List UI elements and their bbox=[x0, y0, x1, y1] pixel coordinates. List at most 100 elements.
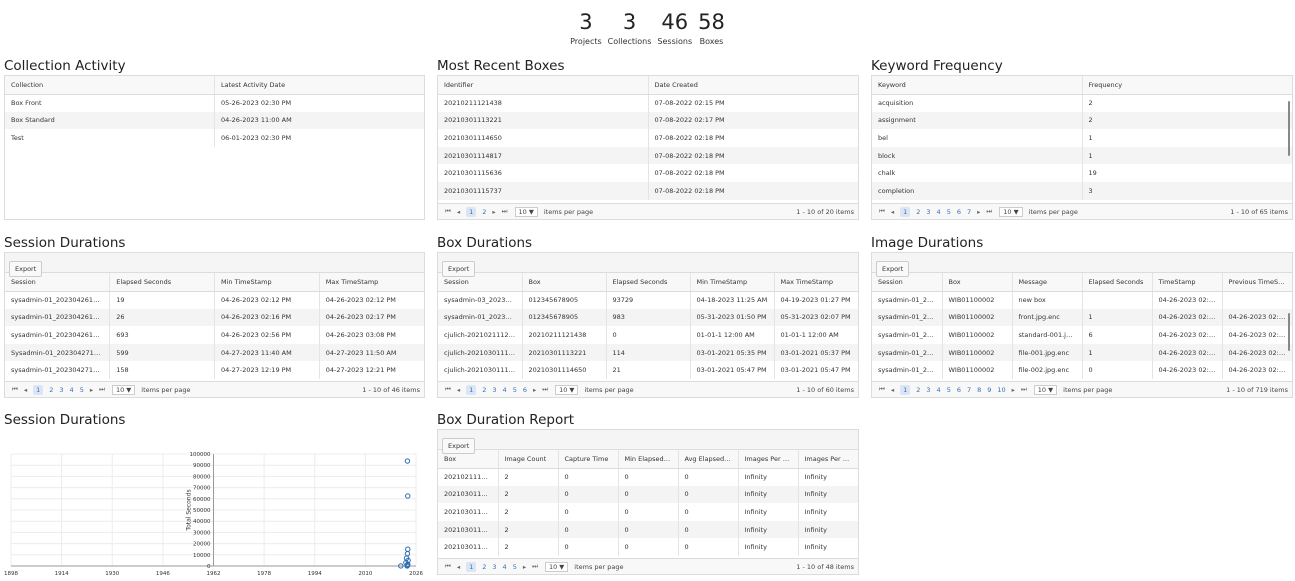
table-row[interactable]: 202103011148... 2 0 0 0 Infinity Infinity bbox=[438, 520, 858, 539]
first-page-icon[interactable]: ⏮ bbox=[12, 385, 18, 393]
table-row[interactable]: 202102111214... 2 0 0 0 Infinity Infinity bbox=[438, 468, 858, 486]
page-size-select[interactable]: 10 ▼ bbox=[1033, 384, 1058, 395]
prev-page-icon[interactable]: ◂ bbox=[23, 385, 28, 394]
column-header[interactable]: Elapsed Seconds bbox=[1081, 273, 1152, 292]
table-row[interactable]: sysadmin-01_202304261456 693 04-26-2023 02… bbox=[5, 326, 424, 344]
column-header[interactable]: Images Per H... bbox=[737, 450, 798, 469]
prev-page-icon[interactable]: ◂ bbox=[456, 385, 461, 394]
next-page-icon[interactable]: ▸ bbox=[492, 207, 496, 216]
page-link[interactable]: 6 bbox=[956, 207, 961, 216]
table-row[interactable]: sysadmin-01_202304261416 26 04-26-2023 02:… bbox=[5, 308, 424, 327]
page-link[interactable]: 3 bbox=[492, 562, 497, 571]
first-page-icon[interactable]: ⏮ bbox=[879, 207, 885, 215]
column-header[interactable]: Box bbox=[941, 273, 1012, 292]
column-header[interactable]: Elapsed Seconds bbox=[605, 273, 690, 292]
page-link[interactable]: 3 bbox=[492, 385, 497, 394]
table-row[interactable]: 20210301114650 07-08-2022 02:18 PM bbox=[438, 129, 858, 147]
column-header[interactable]: Date Created bbox=[647, 76, 858, 95]
page-link[interactable]: 2 bbox=[482, 562, 487, 571]
table-row[interactable]: sysadmin-03_2023041... 012345678905 93729 0… bbox=[438, 291, 858, 309]
page-link[interactable]: 3 bbox=[926, 207, 931, 216]
page-link[interactable]: 8 bbox=[977, 385, 982, 394]
page-size-select[interactable]: 10 ▼ bbox=[555, 384, 579, 395]
page-link[interactable]: 1 bbox=[466, 384, 477, 395]
vertical-scrollbar[interactable] bbox=[1288, 313, 1290, 351]
table-row[interactable]: sysadmin-01_2023053... 012345678905 983 05-… bbox=[438, 308, 858, 327]
table-row[interactable]: cjulich-20210301113136 20210301113221 114 0… bbox=[438, 343, 858, 362]
last-page-icon[interactable]: ⏭ bbox=[99, 385, 105, 393]
last-page-icon[interactable]: ⏭ bbox=[986, 207, 993, 215]
page-link[interactable]: 9 bbox=[987, 385, 992, 394]
prev-page-icon[interactable]: ◂ bbox=[890, 385, 895, 394]
column-header[interactable]: Session bbox=[872, 273, 942, 292]
column-header[interactable]: Min TimeStamp bbox=[214, 273, 320, 292]
column-header[interactable]: Session bbox=[438, 273, 522, 292]
column-header[interactable]: Keyword bbox=[872, 76, 1082, 95]
page-link[interactable]: 2 bbox=[916, 207, 921, 216]
page-link[interactable]: 4 bbox=[69, 385, 74, 394]
first-page-icon[interactable]: ⏮ bbox=[445, 562, 451, 570]
last-page-icon[interactable]: ⏭ bbox=[542, 385, 549, 393]
column-header[interactable]: Collection bbox=[5, 76, 215, 95]
table-row[interactable]: completion 3 bbox=[872, 181, 1292, 200]
table-row[interactable]: sysadmin-01_202... WIB01100002 file-002.jp… bbox=[872, 361, 1292, 379]
table-row[interactable]: 20210301115737 07-08-2022 02:18 PM bbox=[438, 181, 858, 200]
page-link[interactable]: 5 bbox=[512, 385, 517, 394]
page-link[interactable]: 4 bbox=[502, 562, 507, 571]
page-size-select[interactable]: 10 ▼ bbox=[999, 206, 1023, 217]
column-header[interactable]: Max TimeStamp bbox=[318, 273, 424, 292]
next-page-icon[interactable]: ▸ bbox=[522, 562, 527, 571]
table-row[interactable]: sysadmin-01_202... WIB01100002 file-001.jp… bbox=[872, 343, 1292, 362]
table-row[interactable]: 20210301115636 07-08-2022 02:18 PM bbox=[438, 164, 858, 182]
page-link[interactable]: 4 bbox=[936, 385, 941, 394]
table-row[interactable]: bel 1 bbox=[872, 129, 1292, 147]
page-link[interactable]: 4 bbox=[502, 385, 507, 394]
page-link[interactable]: 2 bbox=[482, 385, 487, 394]
page-link[interactable]: 1 bbox=[466, 561, 477, 572]
last-page-icon[interactable]: ⏭ bbox=[1020, 385, 1027, 393]
first-page-icon[interactable]: ⏮ bbox=[879, 385, 885, 393]
page-link[interactable]: 3 bbox=[59, 385, 64, 394]
page-link[interactable]: 1 bbox=[466, 206, 477, 217]
table-row[interactable]: 20210301113221 07-08-2022 02:17 PM bbox=[438, 111, 858, 130]
column-header[interactable]: Images Per M... bbox=[797, 450, 858, 469]
column-header[interactable]: Elapsed Seconds bbox=[109, 273, 215, 292]
export-button[interactable]: Export bbox=[876, 261, 910, 277]
first-page-icon[interactable]: ⏮ bbox=[445, 385, 451, 393]
page-link[interactable]: 2 bbox=[49, 385, 54, 394]
vertical-scrollbar[interactable] bbox=[1288, 101, 1290, 156]
table-row[interactable]: 202103011156... 2 0 0 0 Infinity Infinity bbox=[438, 538, 858, 556]
prev-page-icon[interactable]: ◂ bbox=[456, 562, 461, 571]
column-header[interactable]: Min Elapsed S... bbox=[617, 450, 678, 469]
page-size-select[interactable]: 10 ▼ bbox=[544, 561, 569, 572]
page-link[interactable]: 1 bbox=[33, 384, 44, 395]
page-link[interactable]: 2 bbox=[916, 385, 921, 394]
page-link[interactable]: 1 bbox=[900, 206, 911, 217]
page-link[interactable]: 3 bbox=[926, 385, 931, 394]
next-page-icon[interactable]: ▸ bbox=[532, 385, 537, 394]
page-link[interactable]: 7 bbox=[966, 385, 972, 394]
page-link[interactable]: 10 bbox=[997, 385, 1006, 394]
column-header[interactable]: Identifier bbox=[438, 76, 648, 95]
table-row[interactable]: assignment 2 bbox=[872, 111, 1292, 130]
last-page-icon[interactable]: ⏭ bbox=[501, 207, 508, 215]
table-row[interactable]: Box Standard 04-26-2023 11:00 AM bbox=[5, 111, 424, 130]
column-header[interactable]: Avg Elapsed S... bbox=[677, 450, 738, 469]
page-link[interactable]: 6 bbox=[956, 385, 961, 394]
column-header[interactable]: Min TimeStamp bbox=[689, 273, 774, 292]
table-row[interactable]: Box Front 05-26-2023 02:30 PM bbox=[5, 94, 424, 112]
export-button[interactable]: Export bbox=[442, 261, 476, 277]
column-header[interactable]: Message bbox=[1011, 273, 1082, 292]
table-row[interactable]: 202103011146... 2 0 0 0 Infinity Infinity bbox=[438, 503, 858, 521]
table-row[interactable]: sysadmin-01_202... WIB01100002 new box 04-2… bbox=[872, 291, 1292, 309]
next-page-icon[interactable]: ▸ bbox=[1011, 385, 1015, 394]
table-row[interactable]: acquisition 2 bbox=[872, 94, 1292, 112]
column-header[interactable]: Session bbox=[5, 273, 110, 292]
table-row[interactable]: 20210301114817 07-08-2022 02:18 PM bbox=[438, 146, 858, 165]
page-size-select[interactable]: 10 ▼ bbox=[514, 206, 538, 217]
page-link[interactable]: 5 bbox=[79, 385, 84, 394]
page-size-select[interactable]: 10 ▼ bbox=[111, 384, 136, 395]
column-header[interactable]: Previous TimeSta... bbox=[1221, 273, 1292, 292]
table-row[interactable]: Sysadmin-01_202304271140 599 04-27-2023 11… bbox=[5, 343, 424, 362]
table-row[interactable]: sysadmin-01_202304271219 158 04-27-2023 12… bbox=[5, 361, 424, 379]
